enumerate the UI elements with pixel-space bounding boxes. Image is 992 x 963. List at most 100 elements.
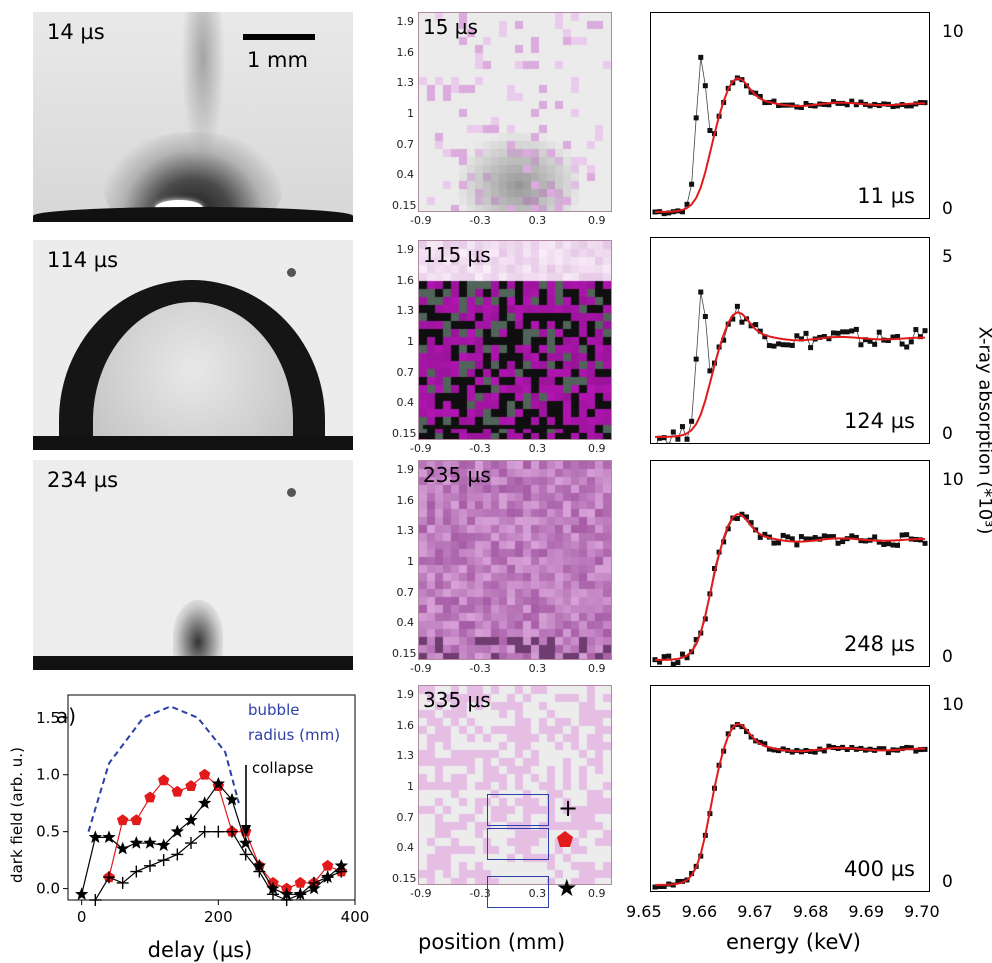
xas-data-point [766,746,772,752]
xas-data-point [734,303,740,309]
xas-data-point [652,209,658,215]
xas-data-point [721,337,727,343]
map-y-tick-label: 1.6 [396,273,415,287]
photo-14us: 1 mm 14 µs [33,12,353,222]
star-point [334,858,348,872]
xas-x-axis-label: energy (keV) [726,930,861,954]
xas-data-point [766,343,772,349]
cross-point [185,837,197,850]
map-x-tick-label: 0.3 [528,662,547,675]
xas-data-point [702,313,708,319]
xas-data-point [803,330,809,336]
collapse-annotation: collapse [252,759,314,777]
xas-data-point [693,356,699,362]
xas-data-point [867,103,873,109]
xas-data-point [840,539,846,545]
xas-data-point [826,743,832,749]
xas-data-point [885,337,891,343]
map-x-tick-label: -0.3 [469,662,491,675]
map-y-tick-label: 0.15 [392,199,417,212]
xas-fit-curve [654,512,926,661]
xas-data-point [812,749,818,755]
xas-data-point [789,342,795,348]
pentagon-point [198,768,211,780]
xas-data-point [757,94,763,100]
scale-bar-label: 1 mm [247,48,308,72]
cross-point [280,894,293,906]
xas-data-point [863,538,869,544]
xas-data-point [657,435,663,441]
map-y-tick-label: 1.3 [396,304,415,318]
xas-data-point [849,533,855,539]
xas-data-point [876,746,882,752]
pentagon-marker [557,831,573,847]
plot-frame [67,694,356,901]
xas-data-point [908,339,914,345]
cross-point [308,876,320,889]
xas-data-point [666,210,672,216]
map-y-tick-label: 0.7 [396,810,415,824]
xas-data-point [757,739,763,745]
xas-data-point [652,884,658,890]
xas-data-point [748,520,754,526]
series-radius-line [87,705,240,832]
xas-data-point [757,328,763,334]
xas-data-point [798,336,804,342]
xas-fit-curve [654,77,926,213]
xas-data-point [748,89,754,95]
xas-data-point [670,429,676,435]
xas-x-tick-label: 9.68 [792,902,829,921]
xas-data-point [867,338,873,344]
photo-114us: 114 µs [33,240,353,450]
dark-field-map: 115 µs [418,240,612,440]
xas-spectrum-panel: 11 µs [650,12,930,219]
map-x-tick-label: 0.9 [588,442,606,455]
xas-data-point [876,539,882,545]
map-x-tick-label: 0.9 [588,662,606,675]
map-y-tick-label: 0.7 [396,137,415,151]
map-y-tick-label: 1.9 [396,15,415,28]
cross-point [171,848,184,861]
xas-data-point [808,536,814,542]
xas-data-point [881,541,887,547]
xas-data-point [739,319,745,325]
collapse-arrow [241,765,251,837]
xas-data-point [895,103,901,109]
dust-speck [287,488,296,497]
map-x-tick-label: -0.9 [410,662,432,675]
map-y-tick-label: 1.9 [396,243,415,256]
substrate-surface [33,656,353,670]
photo-time-label: 234 µs [47,468,119,492]
cross-point [294,888,307,901]
cross-point [198,825,211,838]
map-time-label: 235 µs [423,463,491,487]
map-x-tick-label: 0.3 [528,887,547,900]
xas-data-point [771,98,777,104]
xas-data-point [881,101,887,107]
x-tick-label: 0 [77,908,87,926]
pentagon-point [185,780,197,791]
xas-data-point [661,883,667,889]
xas-data-point [844,329,850,335]
xas-data-point [739,511,745,517]
cross-point [89,894,102,906]
map-time-label: 15 µs [423,15,478,39]
map-x-tick-label: 0.3 [528,214,547,227]
xas-time-label: 11 µs [857,184,915,208]
map-time-label: 115 µs [423,243,491,267]
cross-point [144,859,156,872]
map-y-tick-label: 1.6 [396,718,415,732]
xas-data-point [780,746,786,752]
cross-point [130,865,143,878]
xas-data-point [798,534,804,540]
panel-label: a) [56,704,76,728]
star-point [75,887,89,900]
xas-data-point [849,328,855,334]
cross-point [239,848,252,861]
star-point [198,796,212,809]
chart-ticks: 0 200 400 0.0 0.5 1.0 1.5 [36,709,369,926]
xas-data-point [826,336,832,342]
xas-data-point [762,334,768,340]
map-y-tick-label: 0.15 [392,647,417,660]
map-x-tick-label: -0.9 [410,214,432,227]
